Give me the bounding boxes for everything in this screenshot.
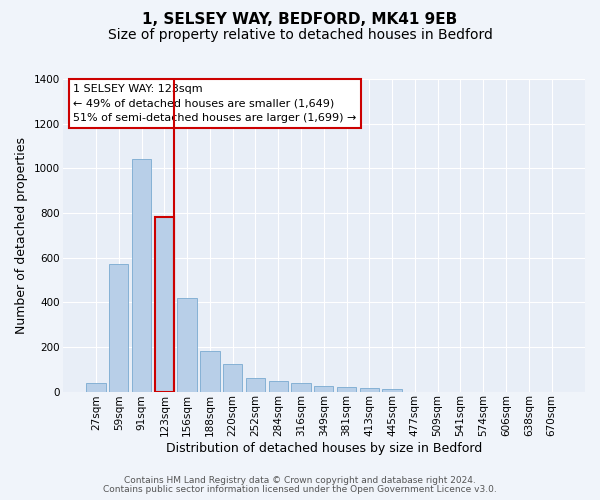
Bar [223, 364, 242, 392]
Bar [109, 264, 128, 392]
X-axis label: Distribution of detached houses by size in Bedford: Distribution of detached houses by size … [166, 442, 482, 455]
Bar [292, 382, 311, 392]
Bar [337, 387, 356, 392]
Bar [132, 160, 151, 392]
Bar [246, 378, 265, 392]
Bar [155, 218, 174, 392]
Bar [86, 382, 106, 392]
Text: 1 SELSEY WAY: 123sqm
← 49% of detached houses are smaller (1,649)
51% of semi-de: 1 SELSEY WAY: 123sqm ← 49% of detached h… [73, 84, 356, 124]
Text: Size of property relative to detached houses in Bedford: Size of property relative to detached ho… [107, 28, 493, 42]
Bar [359, 388, 379, 392]
Text: 1, SELSEY WAY, BEDFORD, MK41 9EB: 1, SELSEY WAY, BEDFORD, MK41 9EB [142, 12, 458, 28]
Text: Contains HM Land Registry data © Crown copyright and database right 2024.: Contains HM Land Registry data © Crown c… [124, 476, 476, 485]
Text: Contains public sector information licensed under the Open Government Licence v3: Contains public sector information licen… [103, 485, 497, 494]
Bar [178, 298, 197, 392]
Bar [200, 352, 220, 392]
Bar [314, 386, 334, 392]
Y-axis label: Number of detached properties: Number of detached properties [15, 137, 28, 334]
Bar [269, 382, 288, 392]
Bar [382, 390, 402, 392]
